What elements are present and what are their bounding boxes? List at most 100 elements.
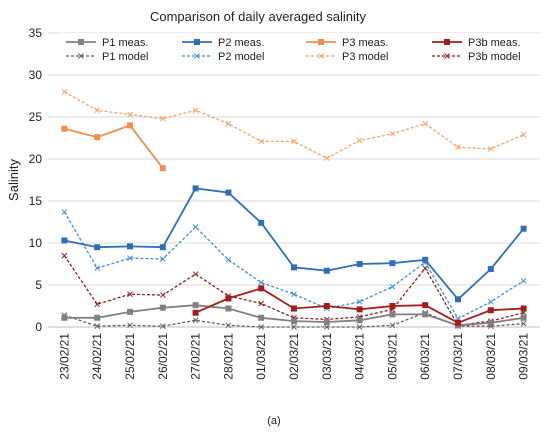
legend-marker: [318, 53, 324, 59]
data-point: [422, 302, 429, 309]
data-point: [225, 305, 232, 312]
y-tick-label: 30: [29, 68, 43, 82]
data-point: [94, 134, 101, 141]
data-point: [323, 155, 330, 162]
series-line: [63, 211, 524, 320]
x-tick-label: 27/02/21: [189, 333, 203, 380]
x-tick-label: 24/02/21: [90, 333, 104, 380]
data-point: [94, 107, 101, 114]
x-tick-label: 28/02/21: [221, 333, 235, 380]
data-point: [356, 298, 363, 305]
legend-marker: [78, 53, 84, 59]
data-point: [520, 320, 527, 327]
data-point: [127, 122, 133, 129]
x-tick-label: 06/03/21: [418, 333, 432, 380]
data-point: [323, 267, 330, 274]
data-point: [520, 131, 527, 138]
legend-item: P2 meas.: [182, 37, 264, 49]
data-point: [291, 318, 297, 325]
data-point: [192, 107, 199, 114]
data-point: [192, 302, 199, 309]
data-point: [225, 189, 232, 196]
data-point: [291, 324, 297, 330]
data-point: [61, 252, 68, 259]
data-point: [520, 277, 527, 284]
legend-label: P3 meas.: [342, 37, 388, 49]
legend-marker: [444, 39, 450, 45]
legend-item: P3b meas.: [432, 37, 521, 49]
data-point: [94, 244, 101, 251]
data-point: [258, 279, 265, 286]
series-p3-meas: [61, 122, 166, 172]
series-p3-model: [61, 88, 527, 162]
x-tick-label: 07/03/21: [451, 333, 465, 380]
legend-item: P1 model: [66, 51, 148, 63]
data-point: [159, 115, 166, 122]
plot-area: [61, 88, 527, 330]
data-point: [422, 311, 429, 318]
data-point: [356, 261, 363, 267]
data-point: [94, 301, 101, 308]
data-point: [61, 237, 68, 244]
legend-label: P3b model: [468, 51, 521, 63]
legend-marker: [444, 53, 450, 59]
data-point: [323, 318, 330, 325]
data-point: [127, 243, 133, 250]
data-point: [323, 303, 330, 309]
data-point: [192, 317, 199, 324]
legend-item: P1 meas.: [66, 37, 148, 49]
data-point: [389, 322, 396, 329]
legend-label: P1 model: [102, 51, 148, 63]
data-point: [487, 298, 494, 305]
x-tick-label: 04/03/21: [353, 333, 367, 380]
data-point: [487, 146, 494, 152]
data-point: [258, 314, 265, 321]
data-point: [291, 291, 297, 298]
legend-marker: [194, 39, 200, 45]
legend-item: P3 meas.: [306, 37, 388, 49]
data-point: [520, 305, 527, 312]
legend-item: P3 model: [306, 51, 388, 63]
x-tick-label: 02/03/21: [287, 333, 301, 380]
series-line: [64, 91, 524, 159]
data-point: [389, 311, 396, 318]
data-point: [356, 137, 363, 144]
legend-label: P2 meas.: [218, 37, 264, 49]
data-point: [258, 219, 265, 226]
data-point: [258, 324, 265, 330]
data-point: [127, 291, 133, 298]
data-point: [94, 314, 101, 321]
data-point: [192, 224, 199, 230]
x-tick-label: 03/03/21: [320, 333, 334, 380]
data-point: [127, 111, 133, 118]
data-point: [520, 314, 527, 321]
data-point: [487, 307, 494, 314]
data-point: [225, 295, 232, 302]
data-point: [61, 125, 68, 132]
data-point: [159, 256, 166, 262]
x-tick-label: 26/02/21: [156, 333, 170, 380]
series-p3b-meas: [192, 285, 527, 326]
x-tick-label: 09/03/21: [517, 333, 531, 380]
data-point: [159, 165, 166, 172]
legend-label: P1 meas.: [102, 37, 148, 49]
y-tick-label: 10: [29, 236, 43, 250]
legend-marker: [318, 39, 324, 45]
grid: [48, 32, 540, 328]
data-point: [356, 317, 363, 324]
data-point: [258, 300, 265, 307]
data-point: [422, 120, 429, 127]
y-tick-label: 25: [29, 110, 43, 124]
y-tick-label: 0: [35, 320, 42, 334]
series-p1-meas: [61, 302, 527, 329]
data-point: [520, 225, 527, 232]
data-point: [323, 324, 330, 330]
data-point: [225, 322, 232, 329]
data-point: [127, 255, 133, 261]
legend-label: P3b meas.: [468, 37, 521, 49]
y-tick-label: 5: [35, 278, 42, 292]
data-point: [455, 319, 461, 326]
data-point: [389, 283, 396, 290]
legend-marker: [78, 39, 84, 45]
